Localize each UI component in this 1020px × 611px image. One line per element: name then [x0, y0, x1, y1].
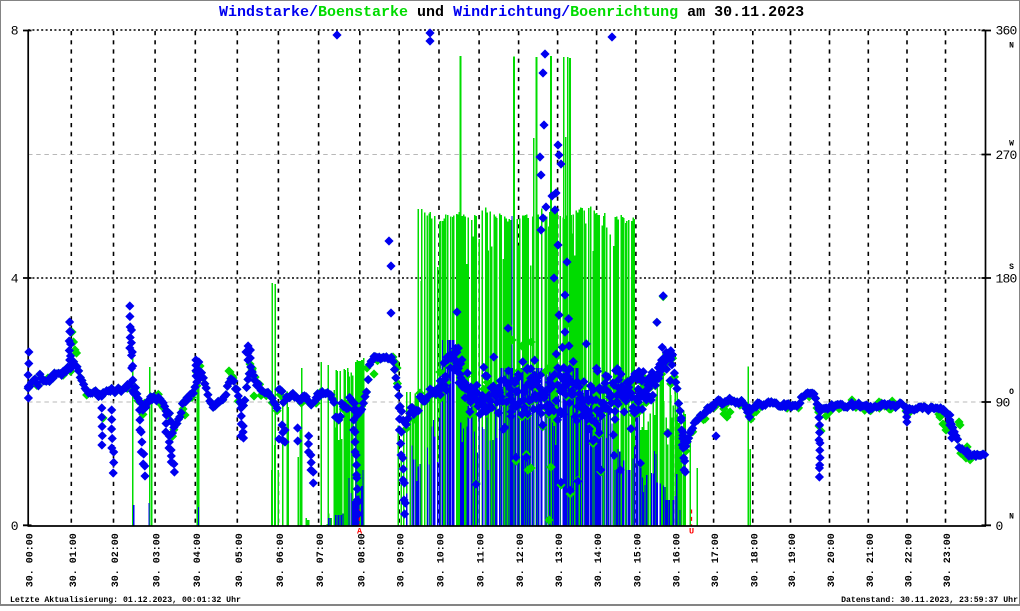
svg-text:Datenstand: 30.11.2023, 23:59:: Datenstand: 30.11.2023, 23:59:37 Uhr [841, 595, 1018, 605]
svg-text:30. 19:00: 30. 19:00 [788, 533, 799, 587]
svg-text:30. 21:00: 30. 21:00 [866, 533, 877, 587]
svg-text:Windstarke/Boenstarke und Wind: Windstarke/Boenstarke und Windrichtung/B… [219, 4, 804, 21]
svg-text:U: U [689, 527, 694, 537]
svg-text:A: A [357, 527, 363, 537]
svg-text:30. 18:00: 30. 18:00 [750, 533, 761, 587]
svg-text:0: 0 [11, 519, 18, 534]
svg-text:30. 02:00: 30. 02:00 [111, 533, 122, 587]
svg-text:30. 16:00: 30. 16:00 [673, 533, 684, 587]
svg-text:Letzte Aktualisierung: 01.12.2: Letzte Aktualisierung: 01.12.2023, 00:01… [10, 595, 241, 605]
svg-text:4: 4 [11, 272, 19, 287]
svg-text:30. 20:00: 30. 20:00 [827, 533, 838, 587]
svg-text:30. 22:00: 30. 22:00 [905, 533, 916, 587]
svg-text:360: 360 [996, 23, 1017, 38]
svg-text:O: O [1009, 388, 1014, 397]
svg-text:30. 09:00: 30. 09:00 [397, 533, 408, 587]
svg-text:30. 15:00: 30. 15:00 [633, 533, 644, 587]
svg-text:N: N [1009, 42, 1014, 51]
svg-text:30. 06:00: 30. 06:00 [276, 533, 287, 587]
svg-text:30. 04:00: 30. 04:00 [193, 533, 204, 587]
svg-text:30. 01:00: 30. 01:00 [69, 533, 80, 587]
svg-text:90: 90 [996, 396, 1010, 411]
svg-text:30. 07:00: 30. 07:00 [316, 533, 327, 587]
svg-text:0: 0 [996, 519, 1003, 534]
svg-text:270: 270 [996, 148, 1017, 163]
svg-text:30. 10:00: 30. 10:00 [437, 533, 448, 587]
svg-text:S: S [1009, 263, 1014, 272]
svg-text:30. 23:00: 30. 23:00 [943, 533, 954, 587]
svg-text:30. 05:00: 30. 05:00 [235, 533, 246, 587]
svg-text:30. 14:00: 30. 14:00 [594, 533, 605, 587]
svg-text:30. 17:00: 30. 17:00 [711, 533, 722, 587]
svg-text:30. 00:00: 30. 00:00 [26, 533, 37, 587]
svg-text:8: 8 [11, 23, 18, 38]
svg-text:N: N [1009, 513, 1014, 522]
svg-text:30. 08:00: 30. 08:00 [357, 533, 368, 587]
svg-text:30. 12:00: 30. 12:00 [516, 533, 527, 587]
svg-text:30. 03:00: 30. 03:00 [153, 533, 164, 587]
svg-text:30. 13:00: 30. 13:00 [555, 533, 566, 587]
svg-text:180: 180 [996, 272, 1017, 287]
svg-text:30. 11:00: 30. 11:00 [477, 533, 488, 587]
svg-text:W: W [1009, 140, 1014, 149]
